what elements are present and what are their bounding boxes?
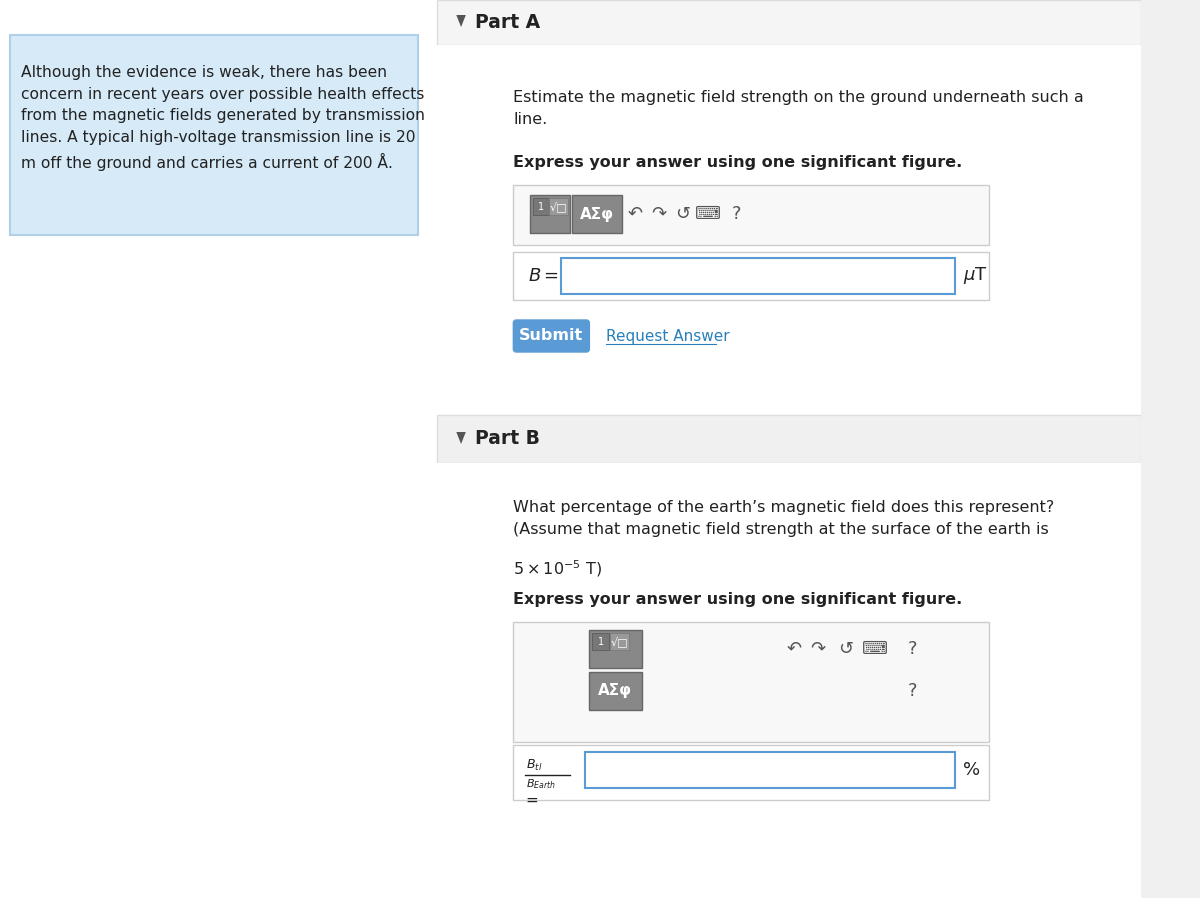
Text: ⌨: ⌨: [862, 640, 888, 658]
Text: ↶: ↶: [628, 205, 642, 223]
Text: %: %: [962, 761, 980, 779]
Text: ↺: ↺: [839, 640, 853, 658]
Bar: [550, 198, 569, 215]
Bar: [593, 633, 610, 650]
Text: Part A: Part A: [475, 13, 540, 31]
Bar: [437, 0, 1141, 45]
Bar: [572, 195, 622, 233]
Bar: [437, 45, 1141, 405]
Text: ↶: ↶: [786, 640, 802, 658]
Bar: [584, 752, 955, 788]
Bar: [514, 622, 989, 742]
Bar: [589, 672, 642, 710]
Polygon shape: [456, 15, 466, 27]
Text: ?: ?: [908, 682, 917, 700]
Text: Estimate the magnetic field strength on the ground underneath such a
line.: Estimate the magnetic field strength on …: [514, 90, 1084, 127]
Text: Although the evidence is weak, there has been
concern in recent years over possi: Although the evidence is weak, there has…: [20, 65, 425, 172]
Bar: [10, 35, 419, 235]
Text: √□: √□: [550, 202, 568, 212]
Text: ↷: ↷: [652, 205, 666, 223]
Text: =: =: [526, 793, 539, 808]
Text: ↷: ↷: [810, 640, 826, 658]
Text: ⌨: ⌨: [695, 205, 721, 223]
Text: Request Answer: Request Answer: [606, 329, 730, 344]
Bar: [589, 630, 642, 668]
Text: ?: ?: [732, 205, 742, 223]
Text: AΣφ: AΣφ: [598, 683, 632, 699]
Text: AΣφ: AΣφ: [580, 207, 614, 222]
Polygon shape: [456, 432, 466, 444]
Text: Submit: Submit: [520, 329, 583, 344]
Text: ↺: ↺: [674, 205, 690, 223]
Text: √□: √□: [611, 637, 629, 647]
Bar: [530, 195, 570, 233]
Bar: [437, 0, 1141, 898]
Text: ?: ?: [908, 640, 917, 658]
Text: 1: 1: [598, 637, 604, 647]
Text: What percentage of the earth’s magnetic field does this represent?
(Assume that : What percentage of the earth’s magnetic …: [514, 500, 1055, 537]
Text: Express your answer using one significant figure.: Express your answer using one significan…: [514, 155, 962, 170]
Bar: [514, 745, 989, 800]
Bar: [560, 258, 955, 294]
Text: $B_{Earth}$: $B_{Earth}$: [526, 777, 556, 791]
Bar: [611, 633, 629, 650]
Text: Express your answer using one significant figure.: Express your answer using one significan…: [514, 592, 962, 607]
Bar: [514, 185, 989, 245]
FancyBboxPatch shape: [514, 320, 589, 352]
Text: $\mu$T: $\mu$T: [962, 266, 988, 286]
Bar: [437, 415, 1141, 463]
Text: $5 \times 10^{-5}$ T): $5 \times 10^{-5}$ T): [514, 558, 602, 578]
Bar: [514, 252, 989, 300]
Text: $B =$: $B =$: [528, 267, 558, 285]
Text: Part B: Part B: [475, 429, 540, 448]
Bar: [533, 198, 548, 215]
Text: $B_{tl}$: $B_{tl}$: [526, 758, 542, 773]
Text: 1: 1: [538, 202, 544, 212]
Bar: [437, 463, 1141, 898]
